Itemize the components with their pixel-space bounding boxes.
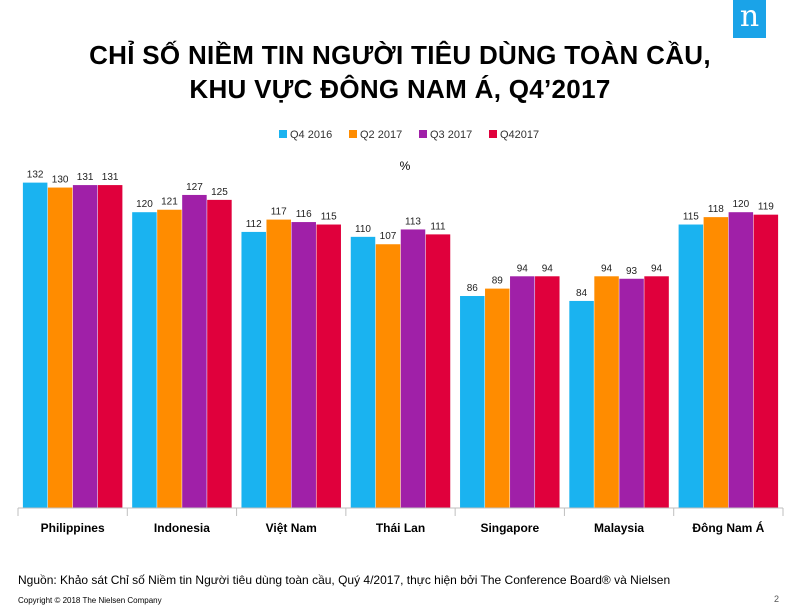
bar-indonesia-q42017 [207,199,232,508]
data-label-philippines-q3-2017: 131 [77,172,94,183]
data-label-malaysia-q3-2017: 93 [626,266,638,277]
data-label-indonesia-q3-2017: 127 [186,182,203,193]
legend-swatch-q42017 [489,130,497,138]
bar-thai-lan-q4-2016 [350,236,376,508]
bar-dong-nam-a-q2-2017 [703,217,729,508]
bar-indonesia-q3-2017 [182,194,207,508]
bar-thai-lan-q3-2017 [400,229,426,508]
legend-label-q3-2017: Q3 2017 [430,129,472,141]
legend-label-q4-2016: Q4 2016 [290,129,332,141]
data-label-viet-nam-q42017: 115 [321,212,337,223]
data-label-philippines-q4-2016: 132 [27,170,44,181]
bar-viet-nam-q2-2017 [266,219,291,508]
category-label-indonesia: Indonesia [154,521,210,535]
bar-singapore-q4-2016 [460,296,485,508]
bar-singapore-q3-2017 [510,276,535,508]
legend-swatch-q4-2016 [279,130,287,138]
data-label-indonesia-q2-2017: 121 [161,197,178,208]
legend-swatch-q3-2017 [419,130,427,138]
data-label-indonesia-q4-2016: 120 [136,199,153,210]
bar-viet-nam-q4-2016 [241,231,266,509]
category-label-malaysia: Malaysia [594,521,644,535]
bar-viet-nam-q3-2017 [291,222,316,508]
bar-singapore-q2-2017 [485,288,510,508]
bar-philippines-q42017 [97,185,123,508]
category-label-viet-nam: Việt Nam [266,521,317,535]
data-label-viet-nam-q3-2017: 116 [296,209,312,220]
category-label-thai-lan: Thái Lan [376,521,425,535]
legend-label-q42017: Q42017 [500,129,539,141]
category-label-dong-nam-a: Đông Nam Á [692,520,764,535]
category-label-philippines: Philippines [41,521,105,535]
data-label-singapore-q2-2017: 89 [492,276,504,287]
data-label-dong-nam-a-q4-2016: 115 [683,212,699,223]
data-label-thai-lan-q2-2017: 107 [380,231,397,242]
data-label-dong-nam-a-q42017: 119 [758,202,774,213]
bar-thai-lan-q42017 [425,234,451,508]
copyright-note: Copyright © 2018 The Nielsen Company [18,596,162,605]
data-label-singapore-q42017: 94 [542,263,554,274]
bar-viet-nam-q42017 [316,224,341,508]
data-label-dong-nam-a-q2-2017: 118 [708,204,724,215]
data-label-philippines-q42017: 131 [102,172,119,183]
data-label-dong-nam-a-q3-2017: 120 [733,199,750,210]
bar-chart: Q4 2016 Q2 2017 Q3 2017 Q42017% 132 130 131 131… [17,129,784,535]
chart-title-line-2: KHU VỰC ĐÔNG NAM Á, Q4’2017 [189,74,611,104]
bar-indonesia-q4-2016 [132,212,157,508]
bar-singapore-q42017 [535,276,560,508]
data-label-thai-lan-q4-2016: 110 [355,224,371,235]
data-label-malaysia-q4-2016: 84 [576,288,588,299]
chart-title: CHỈ SỐ NIỀM TIN NGƯỜI TIÊU DÙNG TOÀN CẦU… [0,38,800,106]
category-label-singapore: Singapore [480,521,539,535]
data-label-viet-nam-q4-2016: 112 [246,219,262,230]
bar-dong-nam-a-q3-2017 [728,212,754,508]
data-label-viet-nam-q2-2017: 117 [271,207,287,218]
bar-malaysia-q42017 [644,276,669,508]
page-number: 2 [774,594,780,604]
bar-indonesia-q2-2017 [157,209,182,509]
unit-label: % [400,159,411,173]
nielsen-logo-icon: n [733,0,766,38]
data-label-thai-lan-q3-2017: 113 [405,216,421,227]
data-label-thai-lan-q42017: 111 [430,221,446,232]
legend-label-q2-2017: Q2 2017 [360,129,402,141]
bar-thai-lan-q2-2017 [375,244,401,508]
data-label-indonesia-q42017: 125 [211,187,228,198]
data-label-malaysia-q2-2017: 94 [601,263,613,274]
data-label-philippines-q2-2017: 130 [52,175,69,186]
chart-title-line-1: CHỈ SỐ NIỀM TIN NGƯỜI TIÊU DÙNG TOÀN CẦU… [89,40,711,70]
bar-philippines-q3-2017 [72,185,98,508]
data-label-malaysia-q42017: 94 [651,263,663,274]
legend-swatch-q2-2017 [349,130,357,138]
bar-malaysia-q2-2017 [594,276,619,508]
bar-dong-nam-a-q42017 [753,214,779,509]
bar-philippines-q2-2017 [47,187,73,509]
data-label-singapore-q4-2016: 86 [467,283,479,294]
bar-malaysia-q3-2017 [619,278,644,508]
source-note: Nguồn: Khảo sát Chỉ số Niềm tin Người ti… [18,573,671,587]
bar-malaysia-q4-2016 [569,300,594,508]
bar-philippines-q4-2016 [22,182,48,508]
data-label-singapore-q3-2017: 94 [517,263,529,274]
bar-dong-nam-a-q4-2016 [678,224,704,508]
